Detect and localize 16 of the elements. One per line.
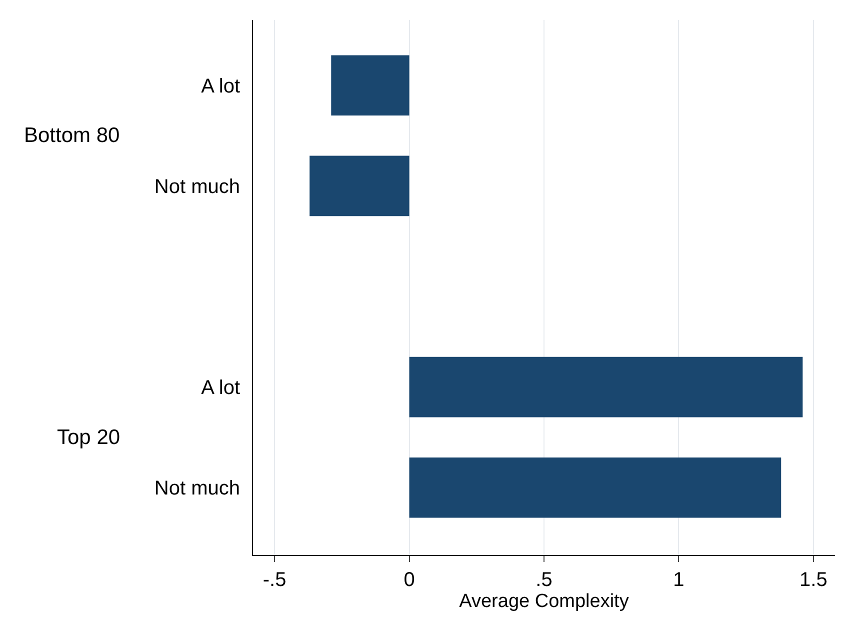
bar bbox=[409, 457, 782, 518]
x-tick-label: -.5 bbox=[262, 569, 286, 591]
text: Top 20 bbox=[57, 426, 120, 449]
x-tick-label: 0 bbox=[404, 569, 415, 591]
text: Bottom 80 bbox=[24, 124, 120, 147]
bar bbox=[409, 356, 803, 418]
x-tick-label: 1.5 bbox=[800, 569, 828, 591]
x-axis-title: Average Complexity bbox=[459, 591, 630, 612]
bar bbox=[310, 156, 410, 216]
y-tick-label: A lot bbox=[201, 75, 240, 98]
bar bbox=[331, 55, 410, 116]
x-tick-label: .5 bbox=[536, 569, 552, 591]
y-tick-label: Not much bbox=[154, 478, 240, 500]
y-tick-label: A lot bbox=[201, 377, 240, 400]
x-tick-label: 1 bbox=[673, 569, 684, 591]
y-tick-label: Not much bbox=[154, 176, 240, 198]
